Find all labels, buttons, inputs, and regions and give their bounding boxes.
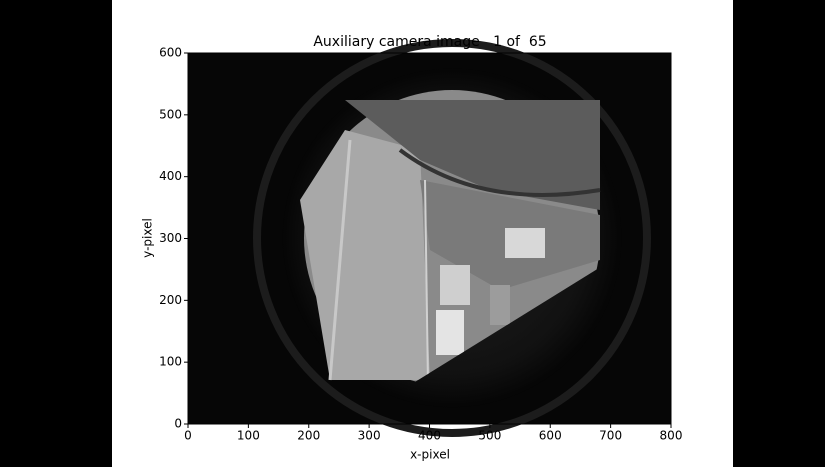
- y-tick-label: 100: [159, 355, 182, 369]
- x-tick-label: 0: [184, 429, 192, 443]
- x-tick-label: 500: [478, 429, 501, 443]
- y-tick-label: 0: [174, 417, 182, 431]
- y-tick-label: 200: [159, 293, 182, 307]
- x-tick-label: 200: [297, 429, 320, 443]
- screen: Auxiliary camera image 1 of 65 x-pixel y…: [0, 0, 825, 467]
- x-tick-label: 400: [418, 429, 441, 443]
- y-axis-label: y-pixel: [141, 218, 155, 258]
- x-tick-label: 600: [539, 429, 562, 443]
- y-tick-label: 600: [159, 46, 182, 60]
- x-tick-label: 300: [358, 429, 381, 443]
- x-tick-label: 700: [599, 429, 622, 443]
- x-tick-label: 800: [660, 429, 683, 443]
- y-tick-label: 300: [159, 231, 182, 245]
- chart-title: Auxiliary camera image 1 of 65: [313, 34, 546, 50]
- x-axis-label: x-pixel: [410, 448, 450, 462]
- x-tick-label: 100: [237, 429, 260, 443]
- y-tick-label: 500: [159, 107, 182, 121]
- camera-image: [188, 43, 671, 433]
- y-tick-label: 400: [159, 169, 182, 183]
